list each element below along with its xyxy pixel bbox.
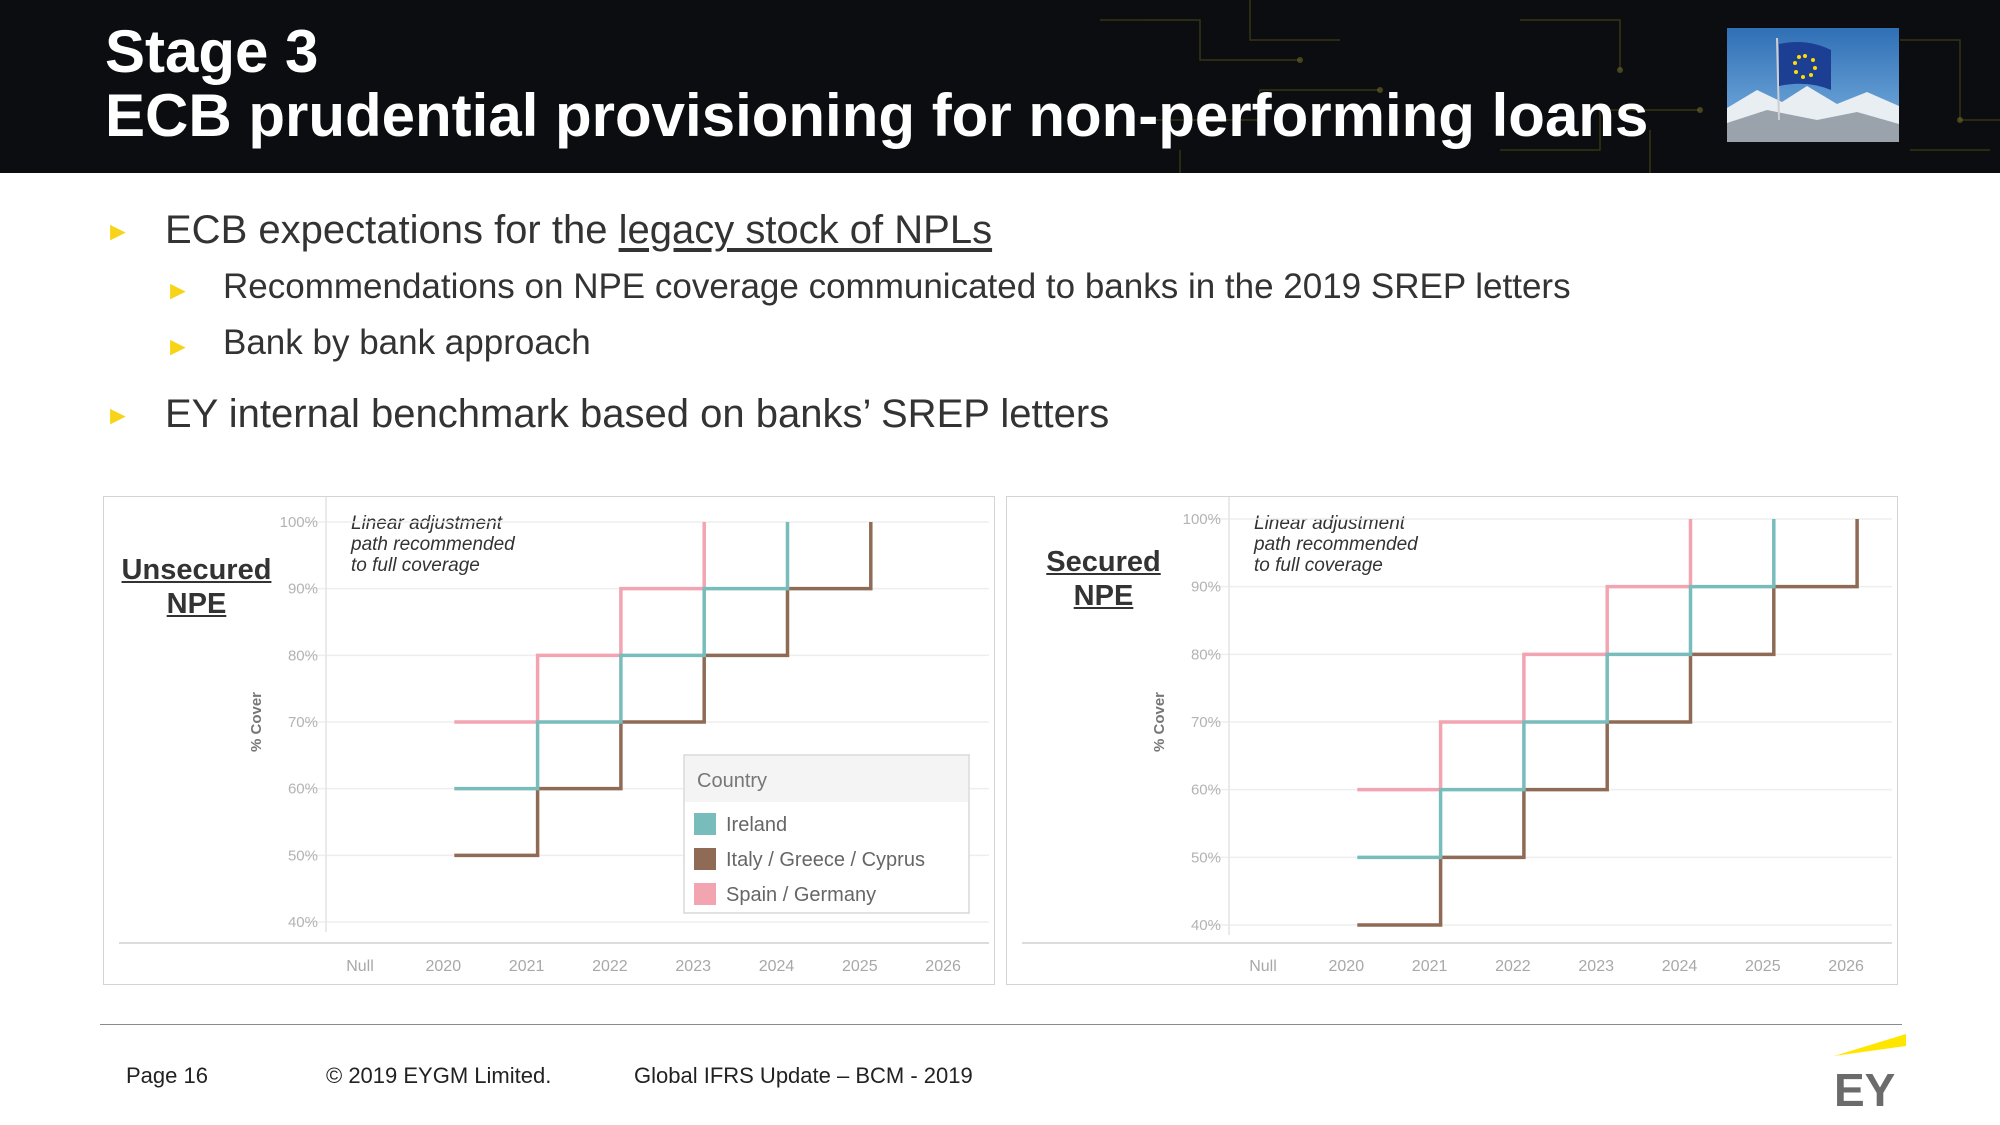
- x-tick-label: 2025: [1745, 958, 1781, 975]
- page-title: Stage 3 ECB prudential provisioning for …: [105, 20, 1648, 148]
- note-line-2: path recommended: [351, 534, 515, 555]
- x-tick-label: 2022: [592, 958, 628, 975]
- title-line-1: Stage 3: [105, 18, 319, 85]
- series-line-italy-greece-cyprus: [454, 522, 873, 858]
- legend-entry: Italy / Greece / Cyprus: [726, 849, 925, 871]
- note-line-3: to full coverage: [1254, 555, 1383, 576]
- unsecured-npe-panel: Unsecured NPE Linear adjustment path rec…: [103, 496, 995, 985]
- page-number: Page 16: [126, 1063, 208, 1088]
- y-tick-label: 50%: [288, 847, 318, 864]
- unsecured-npe-label: Unsecured NPE: [104, 553, 289, 621]
- x-tick-label: 2020: [426, 958, 462, 975]
- title-line-2: ECB prudential provisioning for non-perf…: [105, 82, 1649, 149]
- sub-bullet-bank-approach: ► Bank by bank approach: [165, 323, 591, 363]
- adjustment-note: Linear adjustment path recommended to fu…: [351, 513, 515, 576]
- bullet-text: EY internal benchmark based on banks’ SR…: [165, 392, 1110, 436]
- bullet-arrow-icon: ►: [165, 275, 191, 305]
- x-tick-label: 2021: [1412, 958, 1448, 975]
- series-line-spain-germany: [1357, 519, 1693, 792]
- y-tick-label: 80%: [288, 647, 318, 664]
- series-line-ireland: [454, 522, 790, 791]
- y-tick-label: 90%: [288, 581, 318, 598]
- bullet-text: ECB expectations for the: [165, 208, 619, 252]
- ey-logo-text: EY: [1834, 1064, 1895, 1110]
- y-tick-label: 90%: [1191, 579, 1221, 596]
- x-tick-label: 2020: [1329, 958, 1365, 975]
- ey-logo: EY: [1834, 1034, 1906, 1110]
- series-line-ireland: [1357, 519, 1776, 860]
- note-line-2: path recommended: [1254, 534, 1418, 555]
- y-tick-label: 50%: [1191, 849, 1221, 866]
- y-tick-label: 60%: [1191, 782, 1221, 799]
- bullet-ey-benchmark: ► EY internal benchmark based on banks’ …: [105, 392, 1109, 437]
- unsecured-npe-chart: 40% 50% 60% 70% 80% 90% 100% Null 2020 2021 2022 20…: [119, 497, 989, 975]
- note-line-1: Linear adjustment: [351, 513, 503, 534]
- bullet-legacy-stock: ► ECB expectations for the legacy stock …: [105, 208, 992, 253]
- x-tick-label: 2024: [1662, 958, 1698, 975]
- y-axis-label: % Cover: [248, 692, 265, 752]
- y-tick-label: 60%: [288, 781, 318, 798]
- x-tick-label: 2022: [1495, 958, 1531, 975]
- note-line-3: to full coverage: [351, 555, 480, 576]
- circuit-background: [1100, 0, 2000, 173]
- bullet-arrow-icon: ►: [165, 331, 191, 361]
- x-tick-label: Null: [1249, 958, 1277, 975]
- legend-entry: Ireland: [726, 814, 787, 836]
- legend-title-bg: [685, 756, 968, 802]
- x-tick-label: 2023: [1578, 958, 1614, 975]
- eu-flag-photo: [1727, 28, 1899, 142]
- label-line-2: NPE: [166, 588, 227, 620]
- y-tick-label: 80%: [1191, 646, 1221, 663]
- y-tick-label: 70%: [1191, 714, 1221, 731]
- secured-npe-label: Secured NPE: [1021, 545, 1186, 613]
- label-line-2: NPE: [1073, 580, 1134, 612]
- y-tick-label: 100%: [280, 514, 318, 531]
- copyright: © 2019 EYGM Limited.: [326, 1063, 552, 1088]
- x-tick-label: 2021: [509, 958, 545, 975]
- series-line-spain-germany: [454, 522, 706, 724]
- x-tick-label: Null: [346, 958, 374, 975]
- bullet-arrow-icon: ►: [105, 400, 131, 430]
- x-tick-label: 2023: [675, 958, 711, 975]
- x-tick-label: 2025: [842, 958, 878, 975]
- label-line-1: Secured: [1046, 546, 1161, 578]
- y-tick-label: 40%: [1191, 917, 1221, 934]
- event-name: Global IFRS Update – BCM - 2019: [634, 1063, 973, 1088]
- legend-swatch: [694, 883, 716, 905]
- legend-swatch: [694, 848, 716, 870]
- x-tick-label: 2024: [759, 958, 795, 975]
- legacy-stock-link[interactable]: legacy stock of NPLs: [618, 208, 993, 252]
- legend-title: Country: [697, 770, 767, 792]
- header-banner: Stage 3 ECB prudential provisioning for …: [0, 0, 2000, 173]
- sub-bullet-recommendations: ► Recommendations on NPE coverage commun…: [165, 267, 1571, 307]
- legend-entry: Spain / Germany: [726, 884, 876, 906]
- sub-bullet-text: Bank by bank approach: [223, 323, 591, 362]
- y-tick-label: 100%: [1183, 511, 1221, 528]
- legend-swatch: [694, 813, 716, 835]
- secured-npe-chart: 40% 50% 60% 70% 80% 90% 100% Null 2020 2021 2022 20…: [1022, 497, 1892, 975]
- y-tick-label: 40%: [288, 914, 318, 931]
- x-tick-label: 2026: [1828, 958, 1864, 975]
- x-tick-label: 2026: [925, 958, 961, 975]
- y-tick-label: 70%: [288, 714, 318, 731]
- secured-npe-panel: Secured NPE Linear adjustment path recom…: [1006, 496, 1898, 985]
- bullet-arrow-icon: ►: [105, 216, 131, 246]
- y-axis-label: % Cover: [1151, 692, 1168, 752]
- footer-divider: [100, 1024, 1902, 1025]
- sub-bullet-text: Recommendations on NPE coverage communic…: [223, 267, 1571, 306]
- label-line-1: Unsecured: [121, 554, 272, 586]
